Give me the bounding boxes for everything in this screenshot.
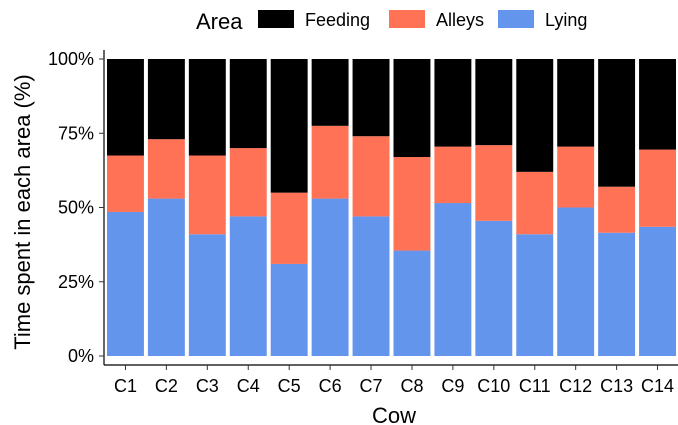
bar-feeding-c12 (557, 59, 595, 147)
bar-lying-c13 (598, 232, 636, 356)
x-tick-label: C12 (559, 376, 592, 396)
bar-feeding-c11 (516, 59, 554, 172)
bar-lying-c14 (639, 226, 676, 356)
x-tick-label: C5 (278, 376, 301, 396)
bar-feeding-c4 (229, 59, 267, 149)
y-tick-label: 25% (58, 272, 94, 292)
bar-feeding-c1 (107, 59, 144, 156)
x-tick-label: C8 (400, 376, 423, 396)
y-tick-label: 100% (48, 49, 94, 69)
bar-alleys-c1 (107, 155, 144, 212)
bar-feeding-c9 (434, 59, 472, 147)
bar-alleys-c11 (516, 171, 554, 235)
bar-alleys-c8 (393, 157, 431, 251)
x-tick-label: C4 (237, 376, 260, 396)
legend-label-lying: Lying (545, 10, 587, 30)
bar-alleys-c12 (557, 146, 595, 208)
x-tick-label: C9 (441, 376, 464, 396)
bar-alleys-c6 (311, 125, 349, 199)
x-tick-label: C14 (641, 376, 674, 396)
bar-alleys-c9 (434, 146, 472, 204)
bar-lying-c11 (516, 234, 554, 356)
bar-lying-c2 (147, 198, 185, 356)
y-axis: 0% 25% 50% 75% 100% (48, 49, 105, 366)
bar-lying-c7 (352, 216, 390, 356)
x-tick-label: C11 (519, 376, 551, 396)
x-tick-label: C13 (600, 376, 633, 396)
x-tick-label: C1 (114, 376, 137, 396)
bar-alleys-c7 (352, 136, 390, 217)
bar-lying-c12 (557, 207, 595, 356)
legend-label-alleys: Alleys (436, 10, 484, 30)
bar-alleys-c10 (475, 145, 513, 221)
legend-title: Area (196, 9, 243, 34)
bar-lying-c6 (311, 198, 349, 356)
bar-lying-c9 (434, 203, 472, 356)
y-tick-label: 0% (68, 346, 94, 366)
x-axis: C1 C2 C3 C4 C5 C6 C7 C8 C9 C10 C11 C12 C13 C14 (104, 364, 678, 396)
bar-feeding-c13 (598, 59, 636, 187)
bar-alleys-c13 (598, 186, 636, 233)
bar-alleys-c2 (147, 139, 185, 199)
x-tick-label: C10 (477, 376, 510, 396)
bar-lying-c5 (270, 263, 308, 356)
x-tick-label: C3 (196, 376, 219, 396)
bar-feeding-c3 (188, 59, 226, 156)
bar-feeding-c2 (147, 59, 185, 140)
legend: Area Feeding Alleys Lying (196, 9, 587, 34)
bar-feeding-c6 (311, 59, 349, 126)
bar-feeding-c7 (352, 59, 390, 137)
bar-alleys-c4 (229, 148, 267, 217)
bar-lying-c8 (393, 250, 431, 356)
x-tick-label: C6 (319, 376, 342, 396)
bar-feeding-c5 (270, 59, 308, 193)
bar-alleys-c3 (188, 155, 226, 235)
legend-key-lying (498, 10, 534, 28)
legend-label-feeding: Feeding (305, 10, 370, 30)
bar-lying-c10 (475, 220, 513, 356)
x-tick-label: C2 (155, 376, 178, 396)
bar-alleys-c14 (639, 149, 676, 227)
x-axis-title: Cow (372, 403, 416, 425)
bar-feeding-c10 (475, 59, 513, 146)
y-tick-label: 75% (58, 123, 94, 143)
bar-lying-c3 (188, 234, 226, 356)
bar-lying-c4 (229, 216, 267, 356)
y-tick-label: 50% (58, 198, 94, 218)
plot-area (107, 59, 676, 356)
bar-lying-c1 (107, 211, 144, 356)
x-tick-label: C7 (360, 376, 383, 396)
bar-alleys-c5 (270, 192, 308, 264)
y-axis-title: Time spent in each area (%) (10, 74, 35, 350)
legend-key-alleys (389, 10, 425, 28)
bar-feeding-c8 (393, 59, 431, 158)
bar-feeding-c14 (639, 59, 676, 150)
legend-key-feeding (258, 10, 294, 28)
